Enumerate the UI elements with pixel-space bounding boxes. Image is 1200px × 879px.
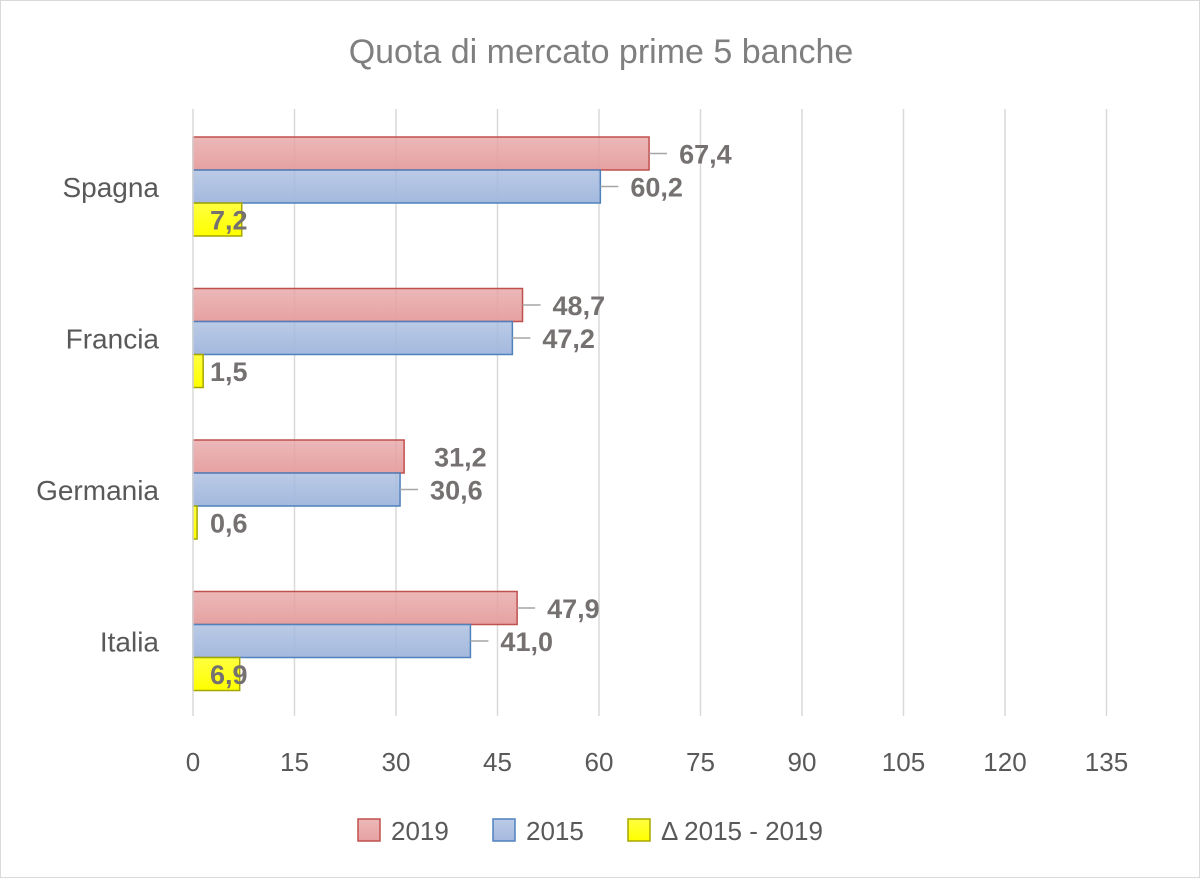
bar-2019-italia bbox=[192, 590, 518, 626]
axes: 0 15 30 45 60 75 90 105 120 135 Spagna Francia Germa… bbox=[36, 109, 1128, 777]
bar-2015-italia bbox=[192, 623, 472, 659]
category-label-spagna: Spagna bbox=[62, 172, 159, 203]
x-tick-label-135: 135 bbox=[1085, 747, 1128, 777]
data-label-2019-spagna: 67,4 bbox=[679, 140, 732, 170]
bar-2019-germania bbox=[192, 439, 405, 474]
legend-label-2015: 2015 bbox=[526, 816, 584, 846]
bar-2015-francia bbox=[192, 320, 514, 356]
category-label-italia: Italia bbox=[100, 627, 160, 658]
x-tick-label-60: 60 bbox=[585, 747, 614, 777]
data-label-2015-francia: 47,2 bbox=[542, 324, 595, 354]
x-tick-label-75: 75 bbox=[686, 747, 715, 777]
legend-label-2019: 2019 bbox=[391, 816, 449, 846]
data-label-2015-2019-italia: 6,9 bbox=[210, 660, 248, 690]
legend-swatch-2015-2019 bbox=[627, 818, 651, 842]
category-label-germania: Germania bbox=[36, 475, 159, 506]
legend-swatch-2015 bbox=[492, 818, 516, 842]
bar-2015-2019-spagna bbox=[192, 202, 243, 237]
bar-2019-spagna bbox=[192, 136, 650, 171]
data-label-2015-italia: 41,0 bbox=[500, 627, 553, 657]
data-label-2015-2019-spagna: 7,2 bbox=[210, 206, 248, 236]
x-tick-label-90: 90 bbox=[788, 747, 817, 777]
legend-label-2015-2019: Δ 2015 - 2019 bbox=[661, 816, 823, 846]
bar-2019-francia bbox=[192, 287, 524, 323]
data-label-2015-germania: 30,6 bbox=[430, 476, 483, 506]
legend-swatch-2019 bbox=[357, 818, 381, 842]
gridlines bbox=[293, 109, 1108, 716]
data-label-2019-germania: 31,2 bbox=[434, 443, 487, 473]
chart-title: Quota di mercato prime 5 banche bbox=[349, 33, 854, 71]
legend: 2019 2015 Δ 2015 - 2019 bbox=[357, 816, 823, 846]
bar-2015-2019-francia bbox=[192, 353, 204, 389]
x-tick-label-15: 15 bbox=[280, 747, 309, 777]
x-tick-label-45: 45 bbox=[483, 747, 512, 777]
data-label-2019-italia: 47,9 bbox=[547, 594, 600, 624]
x-tick-label-0: 0 bbox=[186, 747, 200, 777]
data-label-2019-francia: 48,7 bbox=[553, 291, 606, 321]
bar-2015-2019-italia bbox=[192, 656, 241, 692]
data-labels: 67,460,2 7,2 48,747,2 1,5 31,230,6 0,6 47,941,… bbox=[210, 140, 732, 691]
bar-2015-spagna bbox=[192, 169, 602, 204]
x-tick-label-105: 105 bbox=[882, 747, 925, 777]
data-label-2015-2019-francia: 1,5 bbox=[210, 357, 248, 387]
x-tick-label-120: 120 bbox=[983, 747, 1026, 777]
category-label-francia: Francia bbox=[66, 324, 160, 355]
data-label-2015-spagna: 60,2 bbox=[630, 173, 683, 203]
x-tick-label-30: 30 bbox=[382, 747, 411, 777]
bar-2015-germania bbox=[192, 472, 401, 507]
data-label-2015-2019-germania: 0,6 bbox=[210, 509, 248, 539]
